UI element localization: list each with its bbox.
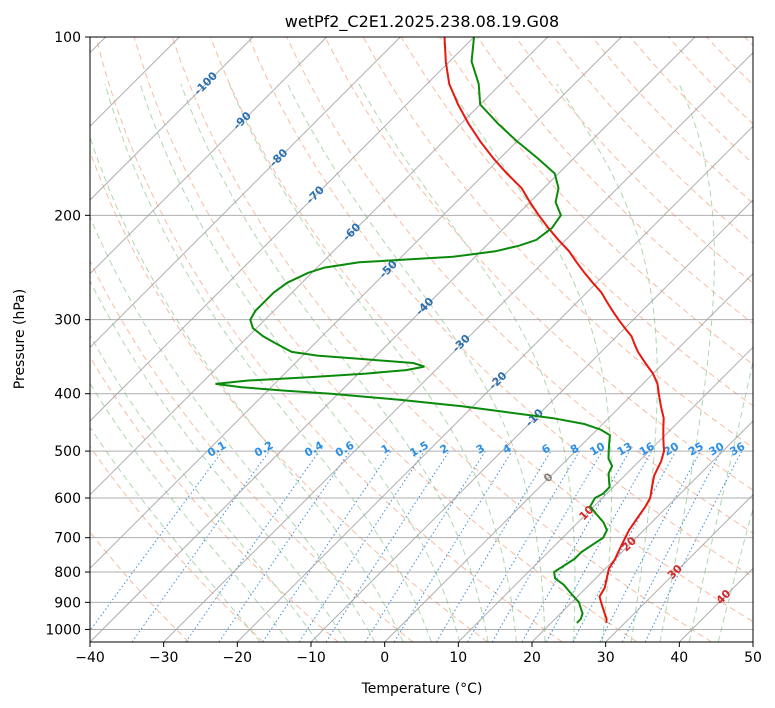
dry-adiabat-line bbox=[95, 37, 563, 642]
moist-adiabat-line bbox=[90, 382, 290, 642]
isotherm-line bbox=[163, 51, 753, 642]
moist-adiabat-line bbox=[90, 135, 404, 642]
dewpoint-profile-line bbox=[215, 37, 614, 624]
x-tick-label: 0 bbox=[380, 650, 389, 666]
x-tick-label: 30 bbox=[597, 650, 615, 666]
moist-adiabat-line bbox=[447, 83, 613, 642]
y-tick-label: 800 bbox=[54, 565, 81, 581]
isotherm-line bbox=[236, 125, 753, 642]
isotherm-line bbox=[605, 493, 753, 642]
moist-adiabat-line bbox=[90, 334, 319, 642]
x-tick-label: 10 bbox=[449, 650, 467, 666]
y-tick-label: 400 bbox=[54, 387, 81, 403]
mixing-ratio-line bbox=[185, 450, 320, 642]
plot-frame bbox=[89, 36, 754, 643]
mixing-ratio-line bbox=[393, 450, 513, 642]
mixing-ratio-line bbox=[131, 450, 270, 642]
x-tick-label: 50 bbox=[744, 650, 762, 666]
mixing-ratio-line bbox=[90, 450, 223, 632]
mixing-ratio-line bbox=[218, 450, 351, 642]
x-tick-label: −20 bbox=[223, 650, 253, 666]
moist-adiabat-line bbox=[90, 215, 376, 642]
dry-adiabat-line bbox=[286, 37, 753, 534]
dry-adiabat-line bbox=[210, 37, 753, 623]
series-layer bbox=[215, 37, 666, 624]
moist-adiabat-line bbox=[104, 83, 432, 642]
moist-adiabat-line bbox=[90, 279, 347, 642]
y-tick-label: 900 bbox=[54, 595, 81, 611]
dry-adiabat-line bbox=[324, 37, 753, 491]
dry-adiabat-line bbox=[90, 259, 414, 642]
isotherm-line bbox=[90, 37, 328, 275]
isotherm-line bbox=[90, 37, 622, 570]
moist-adiabat-line bbox=[688, 358, 753, 642]
moist-adiabat-line bbox=[90, 426, 261, 642]
y-tick-label: 600 bbox=[54, 491, 81, 507]
dry-adiabat-line bbox=[90, 445, 264, 642]
isotherm-line bbox=[90, 37, 696, 642]
moist-adiabat-line bbox=[717, 506, 753, 642]
isotherm-line bbox=[310, 199, 753, 642]
mixing-ratio-line bbox=[545, 450, 653, 642]
moist-adiabat-line bbox=[139, 83, 461, 642]
x-tick-label: −10 bbox=[296, 650, 326, 666]
isotherm-line bbox=[531, 420, 753, 642]
y-tick-label: 300 bbox=[54, 313, 81, 329]
mixing-ratio-line bbox=[298, 450, 425, 642]
y-tick-label: 700 bbox=[54, 531, 81, 547]
x-tick-label: 40 bbox=[670, 650, 688, 666]
dry-adiabat-line bbox=[90, 356, 339, 642]
mixing-ratio-line bbox=[572, 450, 677, 642]
mixing-ratio-line bbox=[325, 450, 450, 642]
dry-adiabat-line bbox=[248, 37, 753, 578]
y-tick-label: 1000 bbox=[45, 622, 81, 638]
y-tick-label: 500 bbox=[54, 444, 81, 460]
x-axis-title: Temperature (°C) bbox=[361, 681, 483, 697]
isotherm-line bbox=[457, 346, 753, 642]
mixing-ratio-line bbox=[644, 450, 743, 642]
axis-layer: −40 −30 −20 −10 0 10 20 30 40 50 1000 900 800 700 600 5… bbox=[45, 30, 762, 666]
x-tick-label: 20 bbox=[523, 650, 541, 666]
isotherm-line bbox=[90, 37, 254, 201]
x-tick-label: −30 bbox=[149, 650, 179, 666]
dry-adiabat-line bbox=[515, 37, 753, 284]
grid-layer bbox=[90, 37, 753, 642]
moist-adiabat-line bbox=[180, 83, 489, 642]
isotherm-line bbox=[384, 272, 753, 642]
dry-adiabat-line bbox=[171, 37, 712, 642]
moist-adiabat-line bbox=[228, 83, 517, 642]
isotherm-line bbox=[90, 37, 401, 349]
y-tick-label: 100 bbox=[54, 30, 81, 46]
y-axis-title: Pressure (hPa) bbox=[12, 289, 28, 389]
moist-adiabat-line bbox=[358, 83, 576, 642]
mixing-ratio-line bbox=[262, 450, 392, 642]
x-tick-label: −40 bbox=[75, 650, 105, 666]
chart-title: wetPf2_C2E1.2025.238.08.19.G08 bbox=[285, 12, 559, 32]
moist-adiabat-line bbox=[659, 83, 715, 642]
y-tick-label: 200 bbox=[54, 208, 81, 224]
temperature-profile-line bbox=[443, 37, 666, 623]
moist-adiabat-line bbox=[287, 83, 546, 642]
isotherm-line bbox=[90, 37, 549, 496]
isotherm-line bbox=[90, 37, 475, 422]
